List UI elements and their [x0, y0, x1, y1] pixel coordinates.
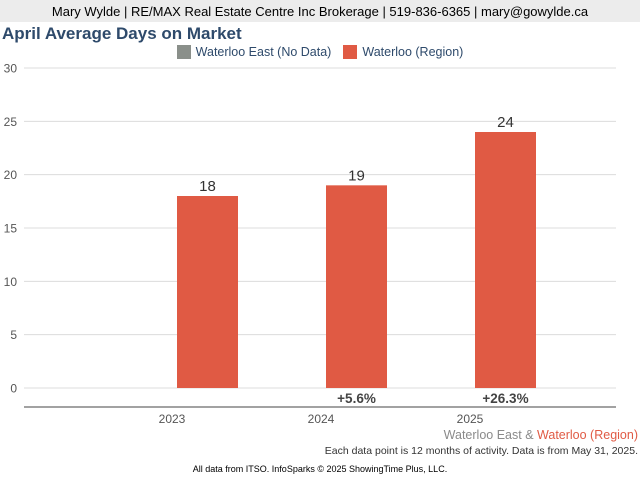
agent-info-bar: Mary Wylde | RE/MAX Real Estate Centre I… — [0, 0, 640, 22]
bar-chart: 051015202530202318202419+5.6%202524+26.3… — [4, 62, 616, 426]
data-label: 24 — [497, 114, 514, 131]
y-tick-label: 30 — [4, 62, 18, 76]
source-credit: All data from ITSO. InfoSparks © 2025 Sh… — [192, 464, 448, 474]
data-label: 18 — [199, 178, 216, 195]
change-label: +26.3% — [482, 391, 528, 406]
legend-label-region: Waterloo (Region) — [362, 45, 464, 59]
legend-swatch-east — [176, 45, 191, 59]
legend-item-east[interactable]: Waterloo East (No Data) — [176, 45, 332, 59]
footer-legend: Waterloo East & Waterloo (Region) — [444, 428, 638, 442]
y-tick-label: 20 — [4, 168, 18, 182]
data-label: 19 — [348, 167, 365, 184]
change-label: +5.6% — [337, 391, 376, 406]
y-tick-label: 10 — [4, 275, 18, 289]
x-tick-label: 2025 — [457, 412, 484, 426]
chart-title: April Average Days on Market — [2, 24, 242, 43]
data-note: Each data point is 12 months of activity… — [324, 445, 638, 457]
legend-label-east: Waterloo East (No Data) — [195, 45, 332, 59]
agent-info-text: Mary Wylde | RE/MAX Real Estate Centre I… — [51, 3, 589, 19]
y-tick-label: 15 — [4, 222, 18, 236]
bar-region-2025 — [475, 132, 536, 388]
chart-legend: Waterloo East (No Data) Waterloo (Region… — [0, 45, 640, 59]
bar-region-2023 — [177, 196, 238, 388]
footer-legend-region: Waterloo (Region) — [537, 428, 638, 442]
bar-region-2024 — [326, 185, 387, 388]
footer-legend-east: Waterloo East — [443, 428, 522, 442]
x-tick-label: 2023 — [159, 412, 186, 426]
x-tick-label: 2024 — [308, 412, 335, 426]
legend-swatch-region — [343, 45, 358, 59]
y-tick-label: 0 — [10, 382, 17, 396]
y-tick-label: 25 — [4, 115, 18, 129]
footer-legend-amp: & — [525, 428, 534, 442]
legend-item-region[interactable]: Waterloo (Region) — [343, 45, 463, 59]
y-tick-label: 5 — [10, 328, 17, 342]
